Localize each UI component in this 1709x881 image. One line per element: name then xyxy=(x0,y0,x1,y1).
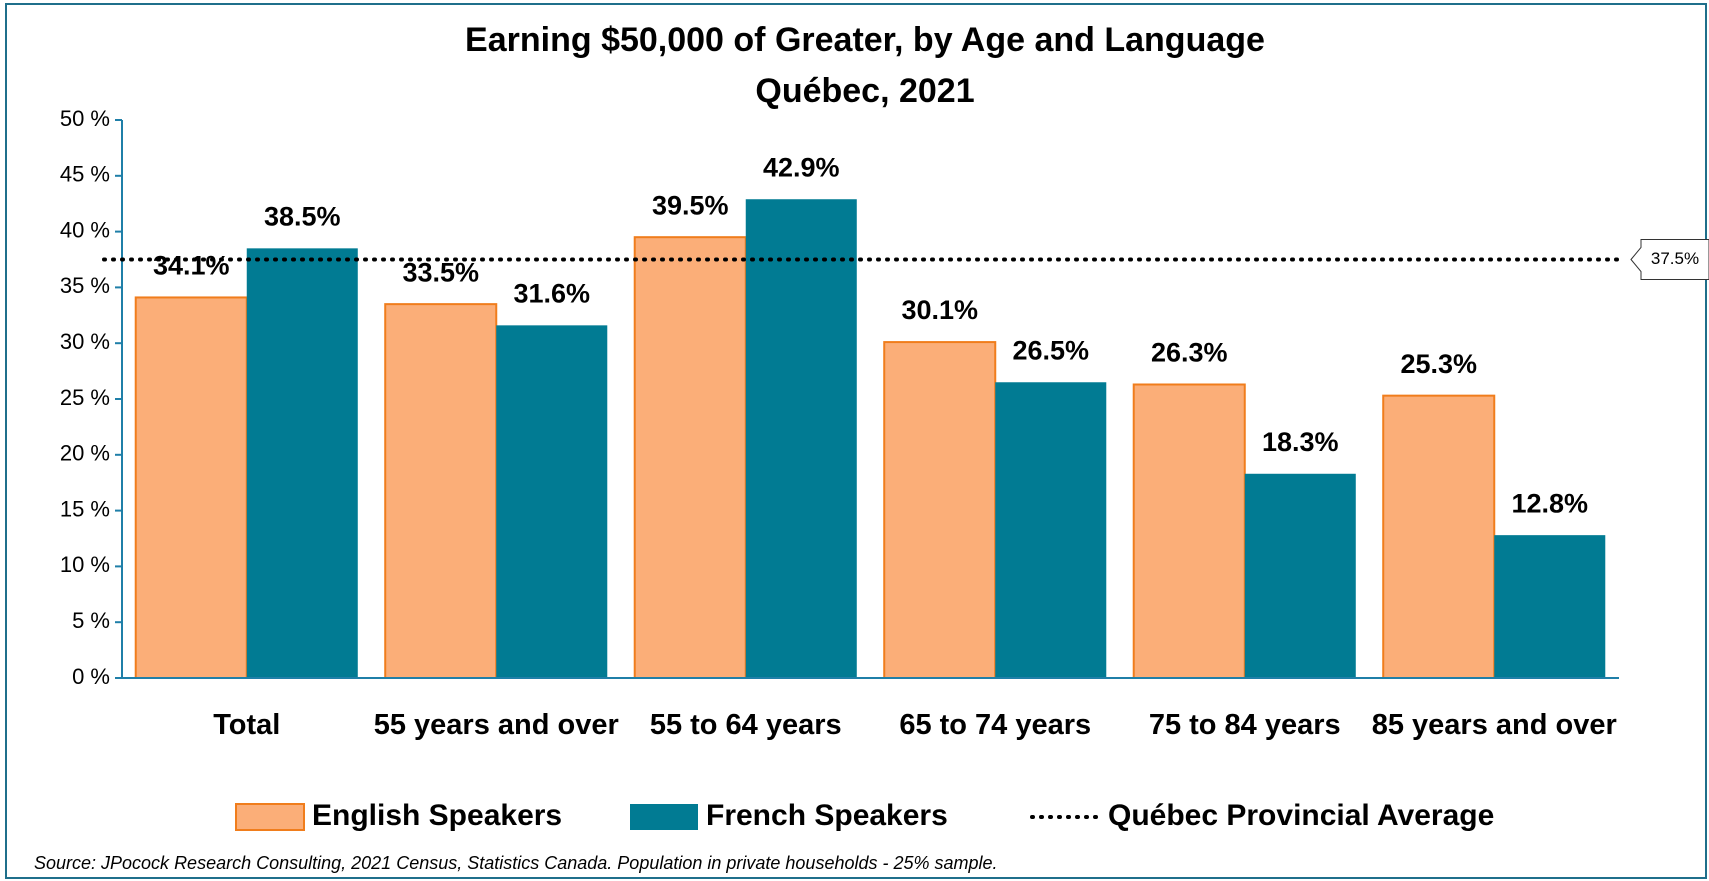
y-tick-label: 20 % xyxy=(60,441,110,466)
data-label: 38.5% xyxy=(264,201,341,231)
bar xyxy=(384,303,498,679)
bar xyxy=(246,248,358,678)
bar xyxy=(1132,383,1246,679)
data-label: 30.1% xyxy=(901,295,978,325)
data-label: 26.3% xyxy=(1151,338,1228,368)
legend-label: French Speakers xyxy=(706,799,948,832)
data-label: 18.3% xyxy=(1262,427,1339,457)
y-tick-label: 40 % xyxy=(60,217,110,242)
y-tick-label: 10 % xyxy=(60,552,110,577)
data-label: 12.8% xyxy=(1511,488,1588,518)
bar xyxy=(1494,535,1606,678)
data-label: 39.5% xyxy=(652,190,729,220)
bar xyxy=(1244,473,1356,678)
data-label: 33.5% xyxy=(402,257,479,287)
y-tick-label: 50 % xyxy=(60,106,110,131)
callout-box xyxy=(1630,239,1709,280)
x-tick-label: Total xyxy=(213,709,281,741)
average-label: 37.5% xyxy=(1651,249,1699,268)
source-note: Source: JPocock Research Consulting, 202… xyxy=(34,853,998,873)
data-label: 31.6% xyxy=(513,278,590,308)
bar xyxy=(745,199,857,678)
data-label: 25.3% xyxy=(1400,349,1477,379)
x-tick-label: 65 to 74 years xyxy=(899,709,1092,741)
y-tick-label: 45 % xyxy=(60,162,110,187)
x-tick-label: 55 to 64 years xyxy=(649,709,842,741)
legend-swatch xyxy=(630,804,698,830)
legend-label: Québec Provincial Average xyxy=(1108,799,1494,832)
data-label: 34.1% xyxy=(153,251,230,281)
chart-title: Earning $50,000 of Greater, by Age and L… xyxy=(465,21,1265,59)
y-tick-label: 30 % xyxy=(60,329,110,354)
y-tick-label: 0 % xyxy=(72,664,110,689)
x-tick-label: 55 years and over xyxy=(373,709,619,741)
y-tick-label: 15 % xyxy=(60,496,110,521)
bar xyxy=(1382,394,1496,679)
y-tick-label: 25 % xyxy=(60,385,110,410)
x-tick-label: 75 to 84 years xyxy=(1148,709,1341,741)
chart-subtitle: Québec, 2021 xyxy=(755,72,974,110)
bar xyxy=(496,325,608,678)
bar xyxy=(883,341,997,679)
y-tick-label: 35 % xyxy=(60,273,110,298)
legend-swatch xyxy=(235,803,305,831)
bar xyxy=(633,236,747,679)
y-tick-label: 5 % xyxy=(72,608,110,633)
bar xyxy=(995,382,1107,678)
data-label: 42.9% xyxy=(763,152,840,182)
bar xyxy=(134,296,248,679)
data-label: 26.5% xyxy=(1012,335,1089,365)
legend-label: English Speakers xyxy=(312,799,562,832)
frame xyxy=(5,3,1707,879)
x-tick-label: 85 years and over xyxy=(1371,709,1617,741)
